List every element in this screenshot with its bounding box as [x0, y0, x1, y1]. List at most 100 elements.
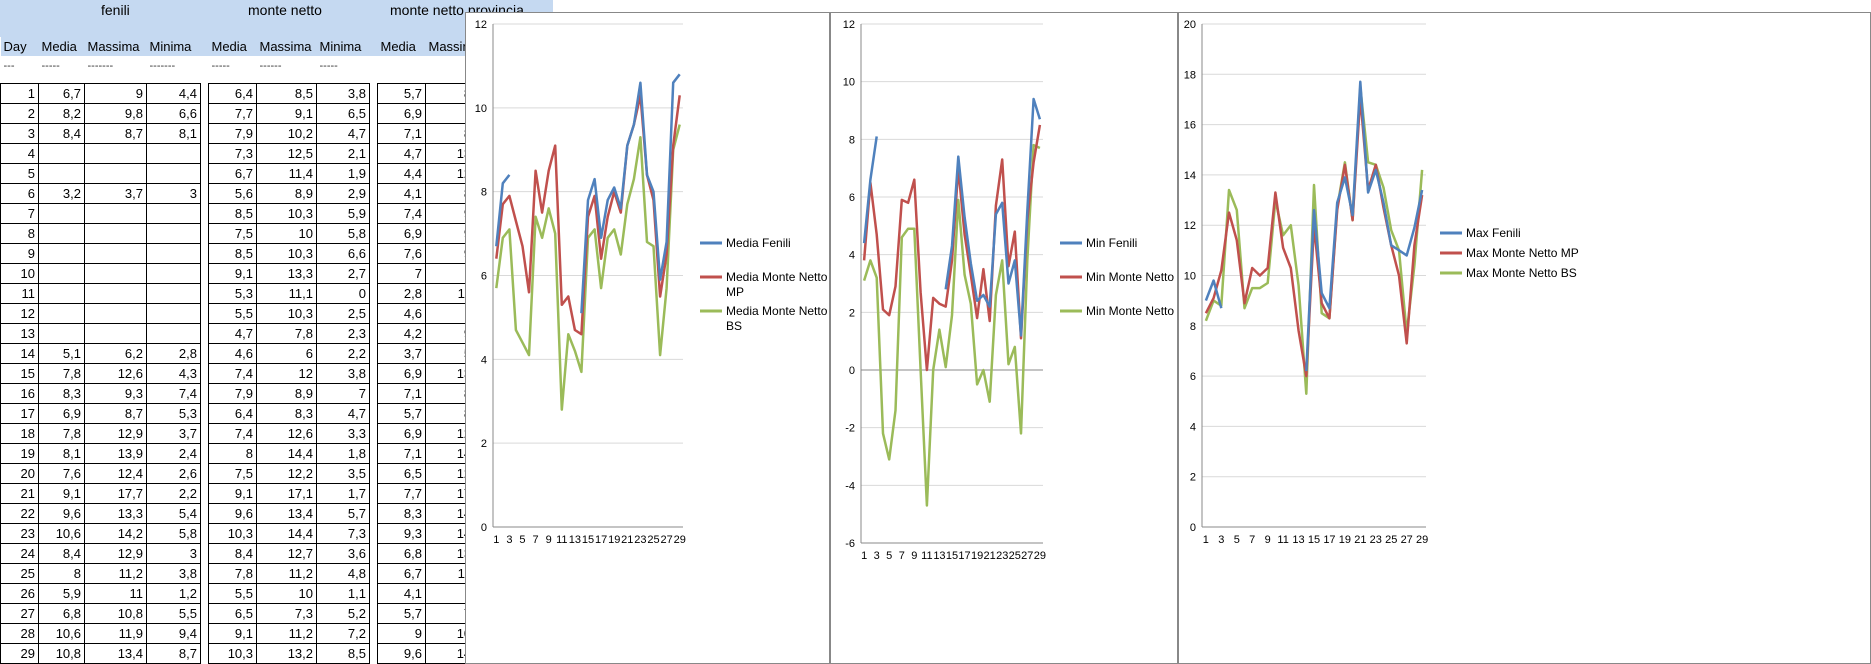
cell-mn-media[interactable]: 5,3 [208, 283, 257, 304]
cell-f-massima[interactable]: 11,9 [84, 623, 147, 644]
cell-day[interactable]: 12 [0, 303, 39, 324]
cell-f-media[interactable]: 7,8 [38, 363, 85, 384]
cell-f-media[interactable]: 9,6 [38, 503, 85, 524]
cell-mp-media[interactable]: 7,4 [377, 203, 426, 224]
cell-mp-media[interactable]: 9,6 [377, 643, 426, 664]
cell-f-minima[interactable]: 8,1 [146, 123, 201, 144]
cell-mp-media[interactable]: 5,7 [377, 83, 426, 104]
cell-mn-media[interactable]: 9,6 [208, 503, 257, 524]
cell-mp-media[interactable]: 8,3 [377, 503, 426, 524]
cell-mn-media[interactable]: 6,4 [208, 403, 257, 424]
cell-f-massima[interactable]: 13,9 [84, 443, 147, 464]
cell-mn-minima[interactable]: 1,9 [316, 163, 370, 184]
cell-mp-media[interactable]: 6,9 [377, 103, 426, 124]
cell-f-minima[interactable] [146, 163, 201, 184]
cell-mn-massima[interactable]: 11,2 [256, 623, 317, 644]
cell-mn-minima[interactable]: 2,1 [316, 143, 370, 164]
cell-f-massima[interactable]: 6,2 [84, 343, 147, 364]
cell-mn-minima[interactable]: 6,6 [316, 243, 370, 264]
cell-f-minima[interactable]: 2,8 [146, 343, 201, 364]
cell-mp-media[interactable]: 7,1 [377, 443, 426, 464]
cell-f-media[interactable]: 10,6 [38, 623, 85, 644]
cell-mn-media[interactable]: 9,1 [208, 263, 257, 284]
cell-mn-media[interactable]: 6,5 [208, 603, 257, 624]
cell-mn-minima[interactable]: 5,2 [316, 603, 370, 624]
cell-mn-media[interactable]: 10,3 [208, 523, 257, 544]
cell-mn-massima[interactable]: 10 [256, 583, 317, 604]
cell-f-massima[interactable] [84, 323, 147, 344]
cell-day[interactable]: 5 [0, 163, 39, 184]
cell-mn-minima[interactable]: 5,8 [316, 223, 370, 244]
cell-f-massima[interactable] [84, 143, 147, 164]
cell-f-media[interactable]: 6,9 [38, 403, 85, 424]
cell-mp-media[interactable]: 6,8 [377, 543, 426, 564]
cell-mn-massima[interactable]: 8,3 [256, 403, 317, 424]
cell-f-massima[interactable]: 8,7 [84, 403, 147, 424]
cell-f-minima[interactable] [146, 243, 201, 264]
cell-mp-media[interactable]: 4,7 [377, 143, 426, 164]
cell-day[interactable]: 1 [0, 83, 39, 104]
cell-f-media[interactable]: 8 [38, 563, 85, 584]
cell-f-minima[interactable]: 8,7 [146, 643, 201, 664]
cell-f-massima[interactable]: 11,2 [84, 563, 147, 584]
cell-f-massima[interactable]: 13,4 [84, 643, 147, 664]
cell-f-media[interactable] [38, 263, 85, 284]
cell-day[interactable]: 11 [0, 283, 39, 304]
cell-mn-media[interactable]: 7,4 [208, 423, 257, 444]
cell-f-massima[interactable] [84, 223, 147, 244]
cell-mn-minima[interactable]: 2,9 [316, 183, 370, 204]
cell-mn-massima[interactable]: 13,2 [256, 643, 317, 664]
cell-f-media[interactable]: 5,9 [38, 583, 85, 604]
cell-day[interactable]: 15 [0, 363, 39, 384]
cell-mn-media[interactable]: 7,9 [208, 383, 257, 404]
cell-mp-media[interactable]: 4,6 [377, 303, 426, 324]
cell-mp-media[interactable]: 7,7 [377, 483, 426, 504]
cell-mp-media[interactable]: 2,8 [377, 283, 426, 304]
cell-f-massima[interactable] [84, 263, 147, 284]
cell-day[interactable]: 29 [0, 643, 39, 664]
cell-day[interactable]: 27 [0, 603, 39, 624]
cell-mn-media[interactable]: 5,6 [208, 183, 257, 204]
cell-f-media[interactable]: 10,8 [38, 643, 85, 664]
cell-mp-media[interactable]: 9 [377, 623, 426, 644]
cell-f-media[interactable] [38, 143, 85, 164]
cell-mn-massima[interactable]: 12,2 [256, 463, 317, 484]
cell-day[interactable]: 9 [0, 243, 39, 264]
cell-f-minima[interactable] [146, 203, 201, 224]
cell-f-massima[interactable] [84, 243, 147, 264]
cell-mn-minima[interactable]: 3,6 [316, 543, 370, 564]
cell-mn-massima[interactable]: 11,4 [256, 163, 317, 184]
cell-mn-minima[interactable]: 4,8 [316, 563, 370, 584]
cell-mp-media[interactable]: 4,2 [377, 323, 426, 344]
cell-mn-media[interactable]: 9,1 [208, 623, 257, 644]
cell-mn-minima[interactable]: 4,7 [316, 123, 370, 144]
cell-mp-media[interactable]: 4,1 [377, 583, 426, 604]
cell-mn-massima[interactable]: 17,1 [256, 483, 317, 504]
cell-mp-media[interactable]: 6,9 [377, 423, 426, 444]
cell-day[interactable]: 26 [0, 583, 39, 604]
cell-day[interactable]: 23 [0, 523, 39, 544]
cell-f-media[interactable]: 6,7 [38, 83, 85, 104]
cell-mn-minima[interactable]: 3,5 [316, 463, 370, 484]
cell-mn-massima[interactable]: 10,3 [256, 243, 317, 264]
cell-f-minima[interactable] [146, 323, 201, 344]
cell-f-massima[interactable]: 12,9 [84, 543, 147, 564]
cell-day[interactable]: 14 [0, 343, 39, 364]
cell-mn-media[interactable]: 9,1 [208, 483, 257, 504]
cell-mn-minima[interactable]: 3,8 [316, 83, 370, 104]
cell-day[interactable]: 18 [0, 423, 39, 444]
cell-mn-minima[interactable]: 7 [316, 383, 370, 404]
cell-mn-massima[interactable]: 10,3 [256, 303, 317, 324]
cell-mn-media[interactable]: 7,9 [208, 123, 257, 144]
cell-mn-massima[interactable]: 9,1 [256, 103, 317, 124]
cell-f-minima[interactable]: 5,8 [146, 523, 201, 544]
cell-day[interactable]: 4 [0, 143, 39, 164]
cell-mn-media[interactable]: 7,5 [208, 223, 257, 244]
cell-f-media[interactable] [38, 283, 85, 304]
cell-mp-media[interactable]: 5,7 [377, 403, 426, 424]
cell-mn-media[interactable]: 8,5 [208, 203, 257, 224]
cell-f-massima[interactable] [84, 163, 147, 184]
cell-mn-minima[interactable]: 5,7 [316, 503, 370, 524]
cell-mn-media[interactable]: 4,6 [208, 343, 257, 364]
cell-f-media[interactable]: 8,3 [38, 383, 85, 404]
